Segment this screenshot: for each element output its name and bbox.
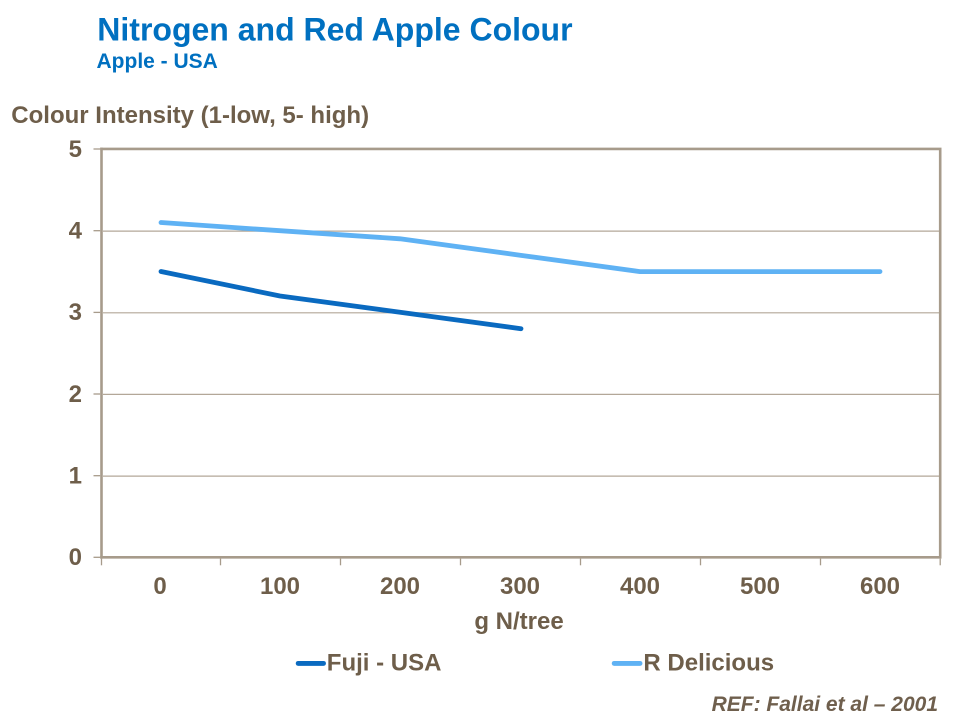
svg-text:600: 600 [860, 573, 900, 600]
svg-text:R Delicious: R Delicious [643, 650, 774, 677]
svg-text:Apple - USA: Apple - USA [97, 50, 218, 73]
svg-text:300: 300 [500, 573, 540, 600]
svg-text:500: 500 [740, 573, 780, 600]
svg-text:1: 1 [69, 463, 82, 490]
svg-text:Fuji - USA: Fuji - USA [327, 650, 442, 677]
svg-text:100: 100 [260, 573, 300, 600]
svg-text:400: 400 [620, 573, 660, 600]
svg-text:5: 5 [69, 136, 82, 163]
svg-text:2: 2 [69, 381, 82, 408]
svg-text:3: 3 [69, 299, 82, 326]
svg-text:200: 200 [380, 573, 420, 600]
svg-text:4: 4 [69, 218, 83, 245]
svg-text:g N/tree: g N/tree [474, 608, 563, 635]
svg-text:0: 0 [153, 573, 166, 600]
svg-text:0: 0 [69, 544, 82, 571]
svg-text:REF: Fallai et al – 2001: REF: Fallai et al – 2001 [712, 693, 938, 716]
svg-text:Nitrogen and Red Apple Colour: Nitrogen and Red Apple Colour [97, 12, 572, 48]
svg-text:Colour Intensity (1-low, 5- hi: Colour Intensity (1-low, 5- high) [11, 102, 369, 129]
